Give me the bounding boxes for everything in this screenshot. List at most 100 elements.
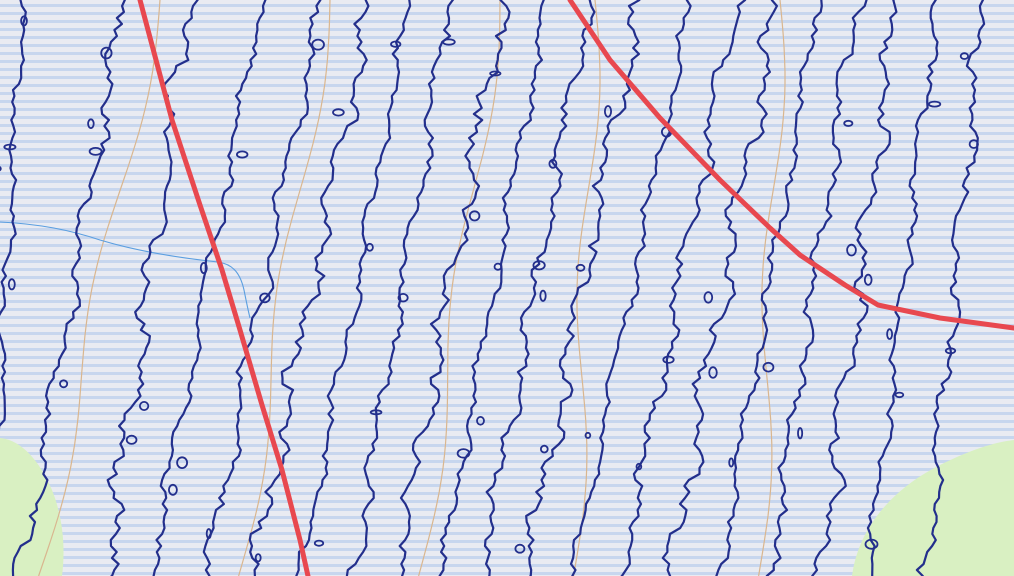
stripe bbox=[0, 556, 1014, 559]
stripe bbox=[0, 156, 1014, 159]
contour-knoll bbox=[864, 538, 879, 550]
stripe bbox=[0, 524, 1014, 527]
contour-knoll bbox=[532, 260, 546, 271]
stripe bbox=[0, 404, 1014, 407]
contour-knoll bbox=[843, 119, 854, 127]
stripe bbox=[0, 12, 1014, 15]
stripe bbox=[0, 52, 1014, 55]
contour-knoll bbox=[20, 15, 28, 27]
contour-knoll bbox=[139, 400, 150, 411]
contour-knoll bbox=[176, 456, 189, 470]
contour-knoll bbox=[703, 291, 714, 304]
contour-knoll bbox=[59, 379, 69, 389]
contour-knoll bbox=[313, 539, 325, 547]
contour-knoll bbox=[205, 528, 212, 540]
contour-line bbox=[765, 0, 868, 576]
stripe bbox=[0, 212, 1014, 215]
vegetation-area-right bbox=[852, 440, 1014, 576]
contour-knoll bbox=[927, 100, 942, 108]
contour-line bbox=[620, 0, 747, 576]
stripe bbox=[0, 100, 1014, 103]
stream bbox=[0, 221, 251, 319]
contour-knoll bbox=[548, 158, 558, 169]
stream-line bbox=[0, 221, 251, 319]
contour-knoll bbox=[662, 355, 675, 364]
contour-knoll bbox=[944, 347, 957, 355]
contour-knoll bbox=[863, 273, 873, 286]
contour-line bbox=[295, 0, 412, 576]
contour-line bbox=[569, 0, 692, 576]
contour-lines bbox=[0, 0, 986, 576]
contour-knoll bbox=[539, 289, 547, 302]
stripe bbox=[0, 188, 1014, 191]
stripe bbox=[0, 532, 1014, 535]
stripe bbox=[0, 260, 1014, 263]
contour-knoll bbox=[369, 409, 383, 416]
contour-knoll bbox=[390, 40, 402, 48]
contour-knoll bbox=[584, 431, 592, 439]
contour-line bbox=[11, 0, 126, 576]
stripe bbox=[0, 460, 1014, 463]
contour-knoll bbox=[125, 434, 138, 445]
stripe bbox=[0, 380, 1014, 383]
contour-knoll bbox=[259, 292, 271, 304]
contour-line bbox=[248, 0, 370, 576]
track-line bbox=[38, 0, 161, 576]
stripe bbox=[0, 244, 1014, 247]
contour-line bbox=[345, 0, 455, 576]
stripe bbox=[0, 132, 1014, 135]
road-west bbox=[137, 0, 311, 576]
contour-knoll bbox=[762, 361, 775, 373]
contour-knoll bbox=[199, 261, 208, 274]
contour-knoll bbox=[604, 105, 613, 118]
stripe bbox=[0, 372, 1014, 375]
contour-line bbox=[0, 0, 27, 430]
stripe bbox=[0, 316, 1014, 319]
contour-line bbox=[483, 0, 596, 576]
stripe bbox=[0, 36, 1014, 39]
contour-knoll bbox=[514, 543, 526, 554]
stripe bbox=[0, 140, 1014, 143]
contour-knoll bbox=[476, 415, 485, 426]
stripe bbox=[0, 300, 1014, 303]
contour-knoll bbox=[468, 210, 481, 222]
stripe bbox=[0, 572, 1014, 575]
stripe bbox=[0, 364, 1014, 367]
contour-knoll bbox=[235, 150, 249, 159]
stripe bbox=[0, 204, 1014, 207]
contour-line bbox=[715, 0, 823, 576]
stripe bbox=[0, 516, 1014, 519]
stripe bbox=[0, 292, 1014, 295]
road-east bbox=[567, 0, 1014, 331]
stripe bbox=[0, 228, 1014, 231]
stripe bbox=[0, 484, 1014, 487]
contour-line bbox=[661, 0, 778, 576]
stripe bbox=[0, 172, 1014, 175]
contour-knoll bbox=[7, 278, 16, 291]
stripe bbox=[0, 436, 1014, 439]
stripe bbox=[0, 268, 1014, 271]
stripe bbox=[0, 276, 1014, 279]
stripe bbox=[0, 388, 1014, 391]
contour-line bbox=[525, 0, 641, 576]
contour-knoll bbox=[968, 139, 979, 149]
contour-knoll bbox=[87, 118, 95, 129]
contour-knoll bbox=[167, 483, 178, 496]
contour-knoll bbox=[846, 243, 857, 257]
stripe bbox=[0, 76, 1014, 79]
stripe bbox=[0, 252, 1014, 255]
stripe bbox=[0, 180, 1014, 183]
track-line bbox=[758, 0, 786, 576]
contour-knoll bbox=[708, 366, 718, 379]
contour-knolls bbox=[0, 15, 979, 563]
contour-knoll bbox=[365, 242, 374, 252]
stripe bbox=[0, 428, 1014, 431]
contour-line bbox=[866, 0, 939, 576]
background-stripes bbox=[0, 4, 1014, 575]
stripe bbox=[0, 564, 1014, 567]
stripe bbox=[0, 332, 1014, 335]
stripe bbox=[0, 396, 1014, 399]
stripe bbox=[0, 508, 1014, 511]
